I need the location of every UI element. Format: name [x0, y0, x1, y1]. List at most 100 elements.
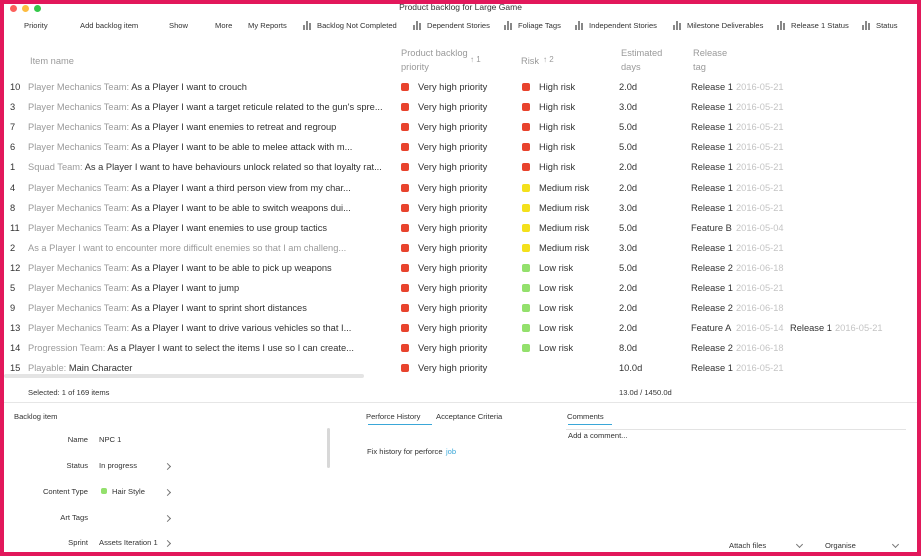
toolbar-button[interactable]: Add backlog item: [80, 21, 139, 30]
estimated-days: 10.0d: [619, 363, 643, 374]
priority-dot: [401, 263, 409, 272]
column-header: Estimated days: [621, 48, 663, 72]
item-title[interactable]: Squad Team: As a Player I want to have b…: [28, 160, 382, 174]
toolbar-button[interactable]: Status: [876, 21, 898, 30]
priority-dot: [401, 203, 409, 212]
risk: Low risk: [539, 283, 574, 293]
item-text: As a Player I want to be able to switch …: [131, 202, 351, 213]
item-title[interactable]: Playable: Main Character: [28, 361, 132, 375]
team-name: Player Mechanics Team:: [28, 142, 130, 153]
release-date: 2016-05-21: [736, 82, 784, 92]
comment-input[interactable]: Add a comment...: [568, 431, 628, 440]
release-tag: Release 1: [691, 102, 733, 113]
priority: Very high priority: [418, 82, 488, 92]
toolbar-button[interactable]: Show: [169, 21, 188, 30]
priority: Very high priority: [418, 343, 488, 354]
sort-indicator: ↑ 2: [543, 55, 554, 64]
item-title[interactable]: Player Mechanics Team: As a Player I wan…: [28, 80, 247, 94]
tab[interactable]: Acceptance Criteria: [436, 412, 503, 421]
estimated-days: 2.0d: [619, 303, 638, 314]
item-title[interactable]: Player Mechanics Team: As a Player I wan…: [28, 201, 351, 215]
item-text: As a Player I want a third person view f…: [131, 182, 351, 193]
item-text: As a Player I want to be able to melee a…: [131, 142, 353, 153]
toolbar-button[interactable]: More: [215, 21, 233, 30]
item-text: As a Player I want to encounter more dif…: [28, 242, 347, 253]
chevron: [163, 539, 172, 548]
risk: Medium risk: [539, 222, 590, 233]
priority: Very high priority: [418, 222, 488, 233]
toolbar-button[interactable]: Dependent Stories: [427, 21, 490, 30]
release-date: 2016-05-21: [736, 162, 784, 173]
risk: Low risk: [539, 323, 574, 334]
active-tab-underline: [368, 424, 432, 425]
release-tag: Release 1: [691, 162, 733, 173]
priority-dot: [401, 143, 409, 152]
risk-dot: [522, 123, 530, 132]
detail-title: Backlog item: [14, 412, 58, 421]
selection-count: Selected: 1 of 169 items: [28, 388, 110, 397]
item-title[interactable]: As a Player I want to encounter more dif…: [28, 241, 346, 255]
field-value[interactable]: NPC 1: [99, 435, 122, 444]
detail-scrollbar: [327, 428, 330, 468]
item-title[interactable]: Player Mechanics Team: As a Player I wan…: [28, 261, 332, 275]
toolbar-button[interactable]: Backlog Not Completed: [317, 21, 397, 30]
release-tag: Release 2: [691, 262, 733, 273]
field-label: Sprint: [68, 538, 88, 547]
item-title[interactable]: Player Mechanics Team: As a Player I wan…: [28, 221, 327, 235]
risk: Low risk: [539, 343, 574, 354]
release-date: 2016-05-21: [736, 142, 784, 153]
item-title[interactable]: Player Mechanics Team: As a Player I wan…: [28, 140, 352, 154]
field-value[interactable]: Assets Iteration 1: [99, 538, 158, 547]
toolbar-button[interactable]: Independent Stories: [589, 21, 657, 30]
toolbar-button[interactable]: Milestone Deliverables: [687, 21, 764, 30]
item-title[interactable]: Player Mechanics Team: As a Player I wan…: [28, 281, 239, 295]
chevron: [163, 514, 172, 523]
team-name: Player Mechanics Team:: [28, 262, 130, 273]
toolbar-button[interactable]: Priority: [24, 21, 48, 30]
risk: Low risk: [539, 303, 574, 314]
priority-dot: [401, 344, 409, 353]
report-icon: [413, 21, 421, 30]
estimated-days: 5.0d: [619, 122, 638, 133]
item-title[interactable]: Player Mechanics Team: As a Player I wan…: [28, 301, 307, 315]
window-title: Product backlog for Large Game: [399, 2, 522, 12]
field-value[interactable]: Hair Style: [112, 487, 145, 496]
field-label: Content Type: [42, 487, 88, 496]
item-title[interactable]: Progression Team: As a Player I want to …: [28, 341, 354, 355]
toolbar-button[interactable]: My Reports: [248, 21, 287, 30]
item-title[interactable]: Player Mechanics Team: As a Player I wan…: [28, 100, 383, 114]
field-value[interactable]: In progress: [99, 461, 137, 470]
report-icon: [504, 21, 512, 30]
report-icon: [575, 21, 583, 30]
risk: High risk: [539, 162, 576, 173]
priority: Very high priority: [418, 323, 488, 334]
risk-dot: [522, 304, 530, 313]
item-title[interactable]: Player Mechanics Team: As a Player I wan…: [28, 181, 351, 195]
release-date: 2016-05-04: [736, 222, 784, 233]
release-tag: Release 1: [691, 82, 733, 92]
row-index: 9: [10, 303, 16, 314]
action-button[interactable]: Attach files: [729, 541, 767, 550]
toolbar-button[interactable]: Foliage Tags: [518, 21, 561, 30]
item-title[interactable]: Player Mechanics Team: As a Player I wan…: [28, 120, 336, 134]
priority-dot: [401, 284, 409, 292]
priority: Very high priority: [418, 162, 488, 173]
history-link[interactable]: job: [446, 447, 457, 456]
report-icon: [303, 21, 311, 30]
window-controls: [10, 4, 50, 12]
row-index: 13: [10, 323, 21, 334]
priority: Very high priority: [418, 202, 488, 213]
comments-tab[interactable]: Comments: [567, 412, 604, 421]
team-name: Player Mechanics Team:: [28, 82, 130, 92]
release-date: 2016-06-18: [736, 343, 784, 354]
row-index: 5: [10, 283, 16, 293]
action-button[interactable]: Organise: [825, 541, 856, 550]
release-date: 2016-05-21: [835, 323, 883, 334]
risk-dot: [522, 324, 530, 333]
tab[interactable]: Perforce History: [366, 412, 421, 421]
risk-dot: [522, 223, 530, 232]
item-title[interactable]: Player Mechanics Team: As a Player I wan…: [28, 321, 351, 335]
field-label: Art Tags: [60, 513, 88, 522]
team-name: Player Mechanics Team:: [28, 122, 130, 133]
toolbar-button[interactable]: Release 1 Status: [791, 21, 849, 30]
